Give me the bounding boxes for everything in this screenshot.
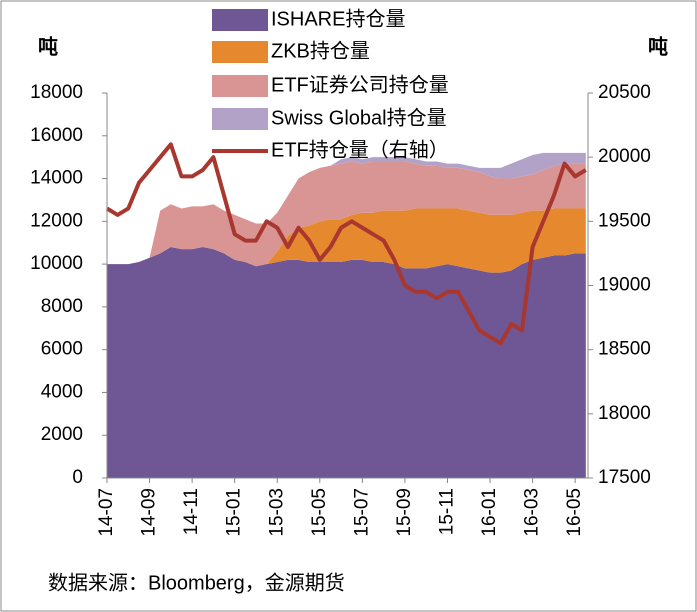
x-tick-label: 16-03 <box>522 488 543 537</box>
y2-tick-label: 20000 <box>598 146 651 167</box>
x-tick-label: 14-07 <box>96 488 117 537</box>
y2-tick-label: 20500 <box>598 82 651 103</box>
x-tick-label: 14-09 <box>139 488 160 537</box>
x-tick-label: 14-11 <box>181 488 202 535</box>
x-tick-label: 16-05 <box>564 488 585 537</box>
x-tick-label: 15-01 <box>224 488 245 537</box>
y-tick-label: 12000 <box>30 210 83 231</box>
y2-tick-label: 17500 <box>598 467 651 488</box>
y2-tick-label: 18500 <box>598 339 651 360</box>
x-tick-label: 15-05 <box>309 488 330 537</box>
x-tick-label: 15-03 <box>266 488 287 537</box>
y2-tick-label: 19500 <box>598 210 651 231</box>
y-tick-label: 18000 <box>30 82 83 103</box>
legend-label: Swiss Global持仓量 <box>271 106 447 129</box>
y-tick-label: 8000 <box>41 296 83 317</box>
legend-label: ETF证券公司持仓量 <box>271 73 449 96</box>
legend-label: ETF持仓量（右轴） <box>271 138 449 161</box>
legend-swatch <box>212 75 268 97</box>
area <box>107 161 586 267</box>
y-axis-label: 吨 <box>38 34 58 58</box>
y2-axis-label: 吨 <box>648 34 668 58</box>
x-tick-label: 15-07 <box>351 488 372 537</box>
x-tick-label: 16-01 <box>479 488 500 537</box>
legend-label: ZKB持仓量 <box>271 39 370 62</box>
y2-tick-label: 19000 <box>598 275 651 296</box>
legend-swatch <box>212 108 268 130</box>
y-tick-label: 16000 <box>30 125 83 146</box>
y-tick-label: 6000 <box>41 339 83 360</box>
line <box>105 142 587 346</box>
y-tick-label: 0 <box>72 467 83 488</box>
x-tick-label: 15-09 <box>394 488 415 537</box>
legend-label: ISHARE持仓量 <box>271 7 405 30</box>
area <box>107 208 586 273</box>
x-tick-label: 15-11 <box>436 488 457 535</box>
y-tick-label: 2000 <box>41 424 83 445</box>
y2-tick-label: 18000 <box>598 403 651 424</box>
legend-swatch <box>212 41 268 63</box>
y-tick-label: 10000 <box>30 253 83 274</box>
area <box>107 152 586 265</box>
y-tick-label: 14000 <box>30 168 83 189</box>
legend-swatch <box>212 9 268 31</box>
source-note: 数据来源：Bloomberg，金源期货 <box>48 571 345 594</box>
area <box>107 247 586 478</box>
y-tick-label: 4000 <box>41 381 83 402</box>
